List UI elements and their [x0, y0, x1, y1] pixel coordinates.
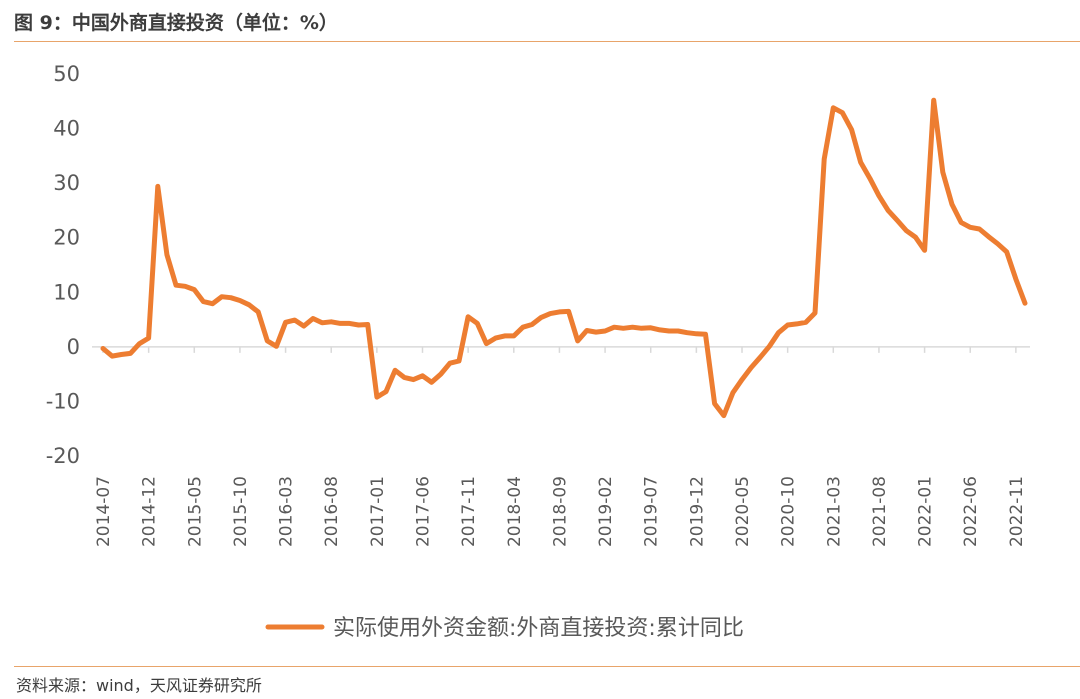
x-tick-label: 2019-02 — [596, 476, 616, 547]
series-line — [100, 97, 1028, 419]
legend: 实际使用外资金额:外商直接投资:累计同比 — [265, 616, 744, 641]
x-tick-label: 2014-12 — [140, 476, 160, 547]
x-tick-label: 2020-10 — [779, 476, 799, 547]
legend-label: 实际使用外资金额:外商直接投资:累计同比 — [333, 616, 744, 641]
y-tick-label: 50 — [53, 62, 80, 86]
y-tick-label: 30 — [53, 171, 80, 195]
x-axis-tick-labels: 2014-07 2014-12 2015-05 2015-10 2016-03 2016-… — [94, 476, 1027, 547]
x-tick-label: 2022-11 — [1007, 476, 1027, 547]
y-axis-ticks: -20 -10 0 10 20 30 40 50 — [46, 62, 80, 468]
chart-title: 图 9：中国外商直接投资（单位：%） — [14, 12, 338, 34]
x-tick-label: 2016-08 — [322, 476, 342, 547]
x-tick-label: 2017-06 — [414, 476, 434, 547]
x-tick-label: 2018-09 — [550, 476, 570, 547]
x-tick-label: 2020-05 — [733, 476, 753, 547]
x-tick-label: 2016-03 — [277, 476, 297, 547]
x-axis-tick-marks — [102, 346, 1017, 353]
x-tick-label: 2018-04 — [505, 476, 525, 547]
y-tick-label: -10 — [46, 389, 80, 413]
x-tick-label: 2019-12 — [687, 476, 707, 547]
source-note: 资料来源：wind，天风证券研究所 — [16, 676, 262, 695]
x-tick-label: 2017-11 — [459, 476, 479, 547]
header-divider — [14, 41, 1080, 42]
x-tick-label: 2017-01 — [368, 476, 388, 547]
x-tick-label: 2022-01 — [916, 476, 936, 547]
x-tick-label: 2015-05 — [185, 476, 205, 547]
chart-header: 图 9：中国外商直接投资（单位：%） — [14, 6, 1080, 40]
y-tick-label: 0 — [67, 335, 80, 359]
x-tick-label: 2015-10 — [231, 476, 251, 547]
x-tick-label: 2019-07 — [642, 476, 662, 547]
x-tick-label: 2021-03 — [824, 476, 844, 547]
x-tick-label: 2021-08 — [870, 476, 890, 547]
y-tick-label: 20 — [53, 226, 80, 250]
y-tick-label: 40 — [53, 117, 80, 141]
y-tick-label: -20 — [46, 444, 80, 468]
footer-divider — [14, 666, 1080, 667]
y-tick-label: 10 — [53, 280, 80, 304]
x-tick-label: 2022-06 — [961, 476, 981, 547]
x-tick-label: 2014-07 — [94, 476, 114, 547]
